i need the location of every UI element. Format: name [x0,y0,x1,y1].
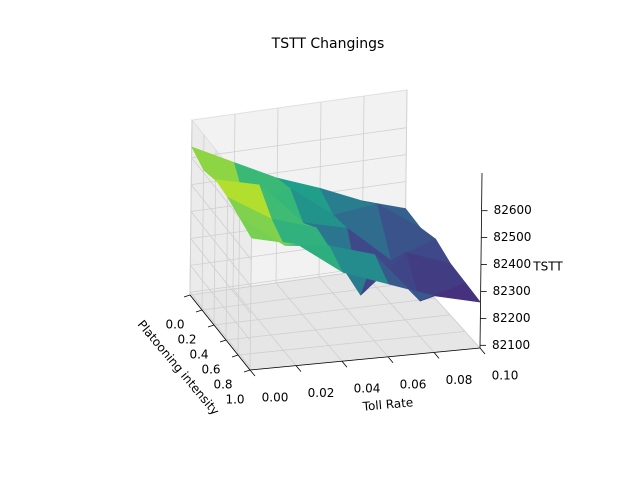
x-tick-label: 0.08 [446,373,473,387]
z-axis-label: TSTT [532,260,563,274]
grid-line [190,238,251,314]
z-tick-label: 82500 [493,230,531,244]
x-tick-label: 0.02 [308,386,335,400]
tick-mark [195,309,203,313]
y-tick-label: 1.0 [225,393,244,407]
z-tick-label: 82600 [494,203,532,217]
z-tick-label: 82200 [492,311,530,325]
grid-line [190,211,252,287]
axis-line [249,347,481,371]
grid-line [190,184,252,260]
grid-line [275,282,343,362]
tick-mark [207,324,215,328]
grid-line [191,127,407,159]
grid-line [225,314,451,341]
tick-mark [231,354,239,358]
tick-mark [243,369,251,373]
axis-line [479,172,483,349]
z-tick-label: 82300 [493,284,531,298]
tick-mark [387,356,394,364]
y-tick-label: 0.0 [165,318,184,332]
grid-line [232,288,297,366]
x-tick-label: 0.00 [262,391,289,405]
x-tick-label: 0.06 [400,377,427,391]
chart-title: TSTT Changings [271,36,385,52]
grid-line [318,276,389,358]
y-tick-label: 0.4 [189,348,208,362]
tick-mark [249,369,256,377]
x-axis-label: Toll Rate [361,395,414,413]
x-tick-label: 0.10 [492,369,519,383]
y-tick-label: 0.2 [177,333,196,347]
z-tick-label: 82400 [493,257,531,271]
tick-mark [295,365,302,372]
z-tick-label: 82100 [492,338,530,352]
tick-mark [219,339,227,343]
tick-mark [433,352,440,359]
grid-line [237,331,466,356]
y-tick-label: 0.8 [213,378,232,392]
surface-patch [419,282,482,303]
tick-mark [183,294,191,298]
axis-line [189,294,251,371]
grid-line [189,292,251,368]
grid-line [361,270,435,353]
tick-mark [479,347,486,355]
grid-line [190,265,251,341]
y-tick-label: 0.6 [201,363,220,377]
x-tick-label: 0.04 [354,382,381,396]
tick-mark [341,360,348,368]
